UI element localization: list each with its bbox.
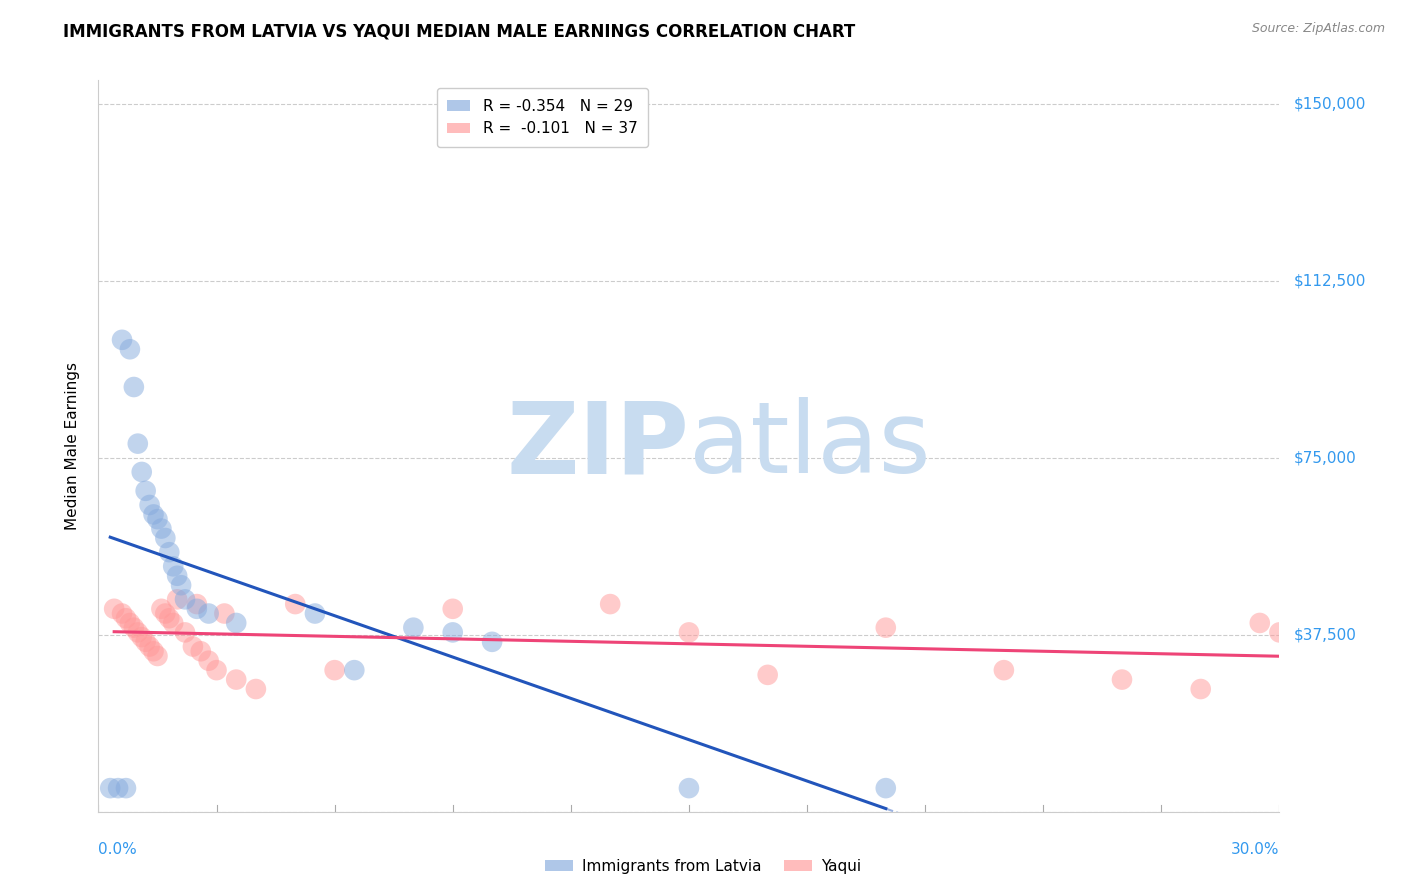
- Text: $75,000: $75,000: [1294, 450, 1357, 466]
- Point: [162, 615, 184, 630]
- Text: Source: ZipAtlas.com: Source: ZipAtlas.com: [1251, 22, 1385, 36]
- Point: [155, 607, 177, 621]
- Text: 0.0%: 0.0%: [98, 842, 138, 857]
- Point: [756, 668, 779, 682]
- Point: [214, 607, 236, 621]
- Point: [127, 436, 149, 450]
- Point: [323, 663, 346, 677]
- Point: [150, 602, 173, 616]
- Point: [157, 545, 180, 559]
- Text: $150,000: $150,000: [1294, 96, 1365, 112]
- Point: [1189, 681, 1212, 696]
- Point: [225, 615, 247, 630]
- Point: [678, 625, 700, 640]
- Point: [875, 621, 897, 635]
- Point: [138, 640, 160, 654]
- Text: 30.0%: 30.0%: [1232, 842, 1279, 857]
- Point: [131, 630, 153, 644]
- Point: [190, 644, 212, 658]
- Point: [107, 781, 129, 796]
- Point: [441, 625, 464, 640]
- Point: [284, 597, 307, 611]
- Point: [225, 673, 247, 687]
- Point: [1268, 625, 1291, 640]
- Point: [115, 781, 138, 796]
- Point: [135, 635, 157, 649]
- Point: [155, 531, 177, 545]
- Point: [186, 602, 208, 616]
- Point: [111, 607, 134, 621]
- Point: [98, 781, 121, 796]
- Point: [174, 625, 197, 640]
- Point: [103, 602, 125, 616]
- Point: [481, 635, 503, 649]
- Point: [138, 498, 160, 512]
- Point: [146, 512, 169, 526]
- Point: [122, 380, 145, 394]
- Text: $37,500: $37,500: [1294, 627, 1357, 642]
- Point: [142, 644, 165, 658]
- Point: [441, 602, 464, 616]
- Point: [170, 578, 193, 592]
- Y-axis label: Median Male Earnings: Median Male Earnings: [65, 362, 80, 530]
- Point: [146, 648, 169, 663]
- Point: [599, 597, 621, 611]
- Point: [186, 597, 208, 611]
- Point: [166, 568, 188, 582]
- Point: [174, 592, 197, 607]
- Point: [875, 781, 897, 796]
- Point: [131, 465, 153, 479]
- Legend: R = -0.354   N = 29, R =  -0.101   N = 37: R = -0.354 N = 29, R = -0.101 N = 37: [437, 88, 648, 147]
- Point: [181, 640, 204, 654]
- Point: [1249, 615, 1271, 630]
- Point: [135, 483, 157, 498]
- Point: [197, 654, 219, 668]
- Point: [245, 681, 267, 696]
- Point: [166, 592, 188, 607]
- Point: [118, 615, 141, 630]
- Text: atlas: atlas: [689, 398, 931, 494]
- Text: ZIP: ZIP: [506, 398, 689, 494]
- Point: [205, 663, 228, 677]
- Text: IMMIGRANTS FROM LATVIA VS YAQUI MEDIAN MALE EARNINGS CORRELATION CHART: IMMIGRANTS FROM LATVIA VS YAQUI MEDIAN M…: [63, 22, 855, 40]
- Point: [678, 781, 700, 796]
- Point: [111, 333, 134, 347]
- Point: [1111, 673, 1133, 687]
- Point: [118, 343, 141, 357]
- Point: [157, 611, 180, 625]
- Point: [993, 663, 1015, 677]
- Point: [343, 663, 366, 677]
- Point: [197, 607, 219, 621]
- Point: [122, 621, 145, 635]
- Point: [115, 611, 138, 625]
- Point: [127, 625, 149, 640]
- Point: [402, 621, 425, 635]
- Point: [304, 607, 326, 621]
- Point: [162, 559, 184, 574]
- Point: [150, 522, 173, 536]
- Point: [142, 508, 165, 522]
- Text: $112,500: $112,500: [1294, 273, 1365, 288]
- Legend: Immigrants from Latvia, Yaqui: Immigrants from Latvia, Yaqui: [538, 853, 868, 880]
